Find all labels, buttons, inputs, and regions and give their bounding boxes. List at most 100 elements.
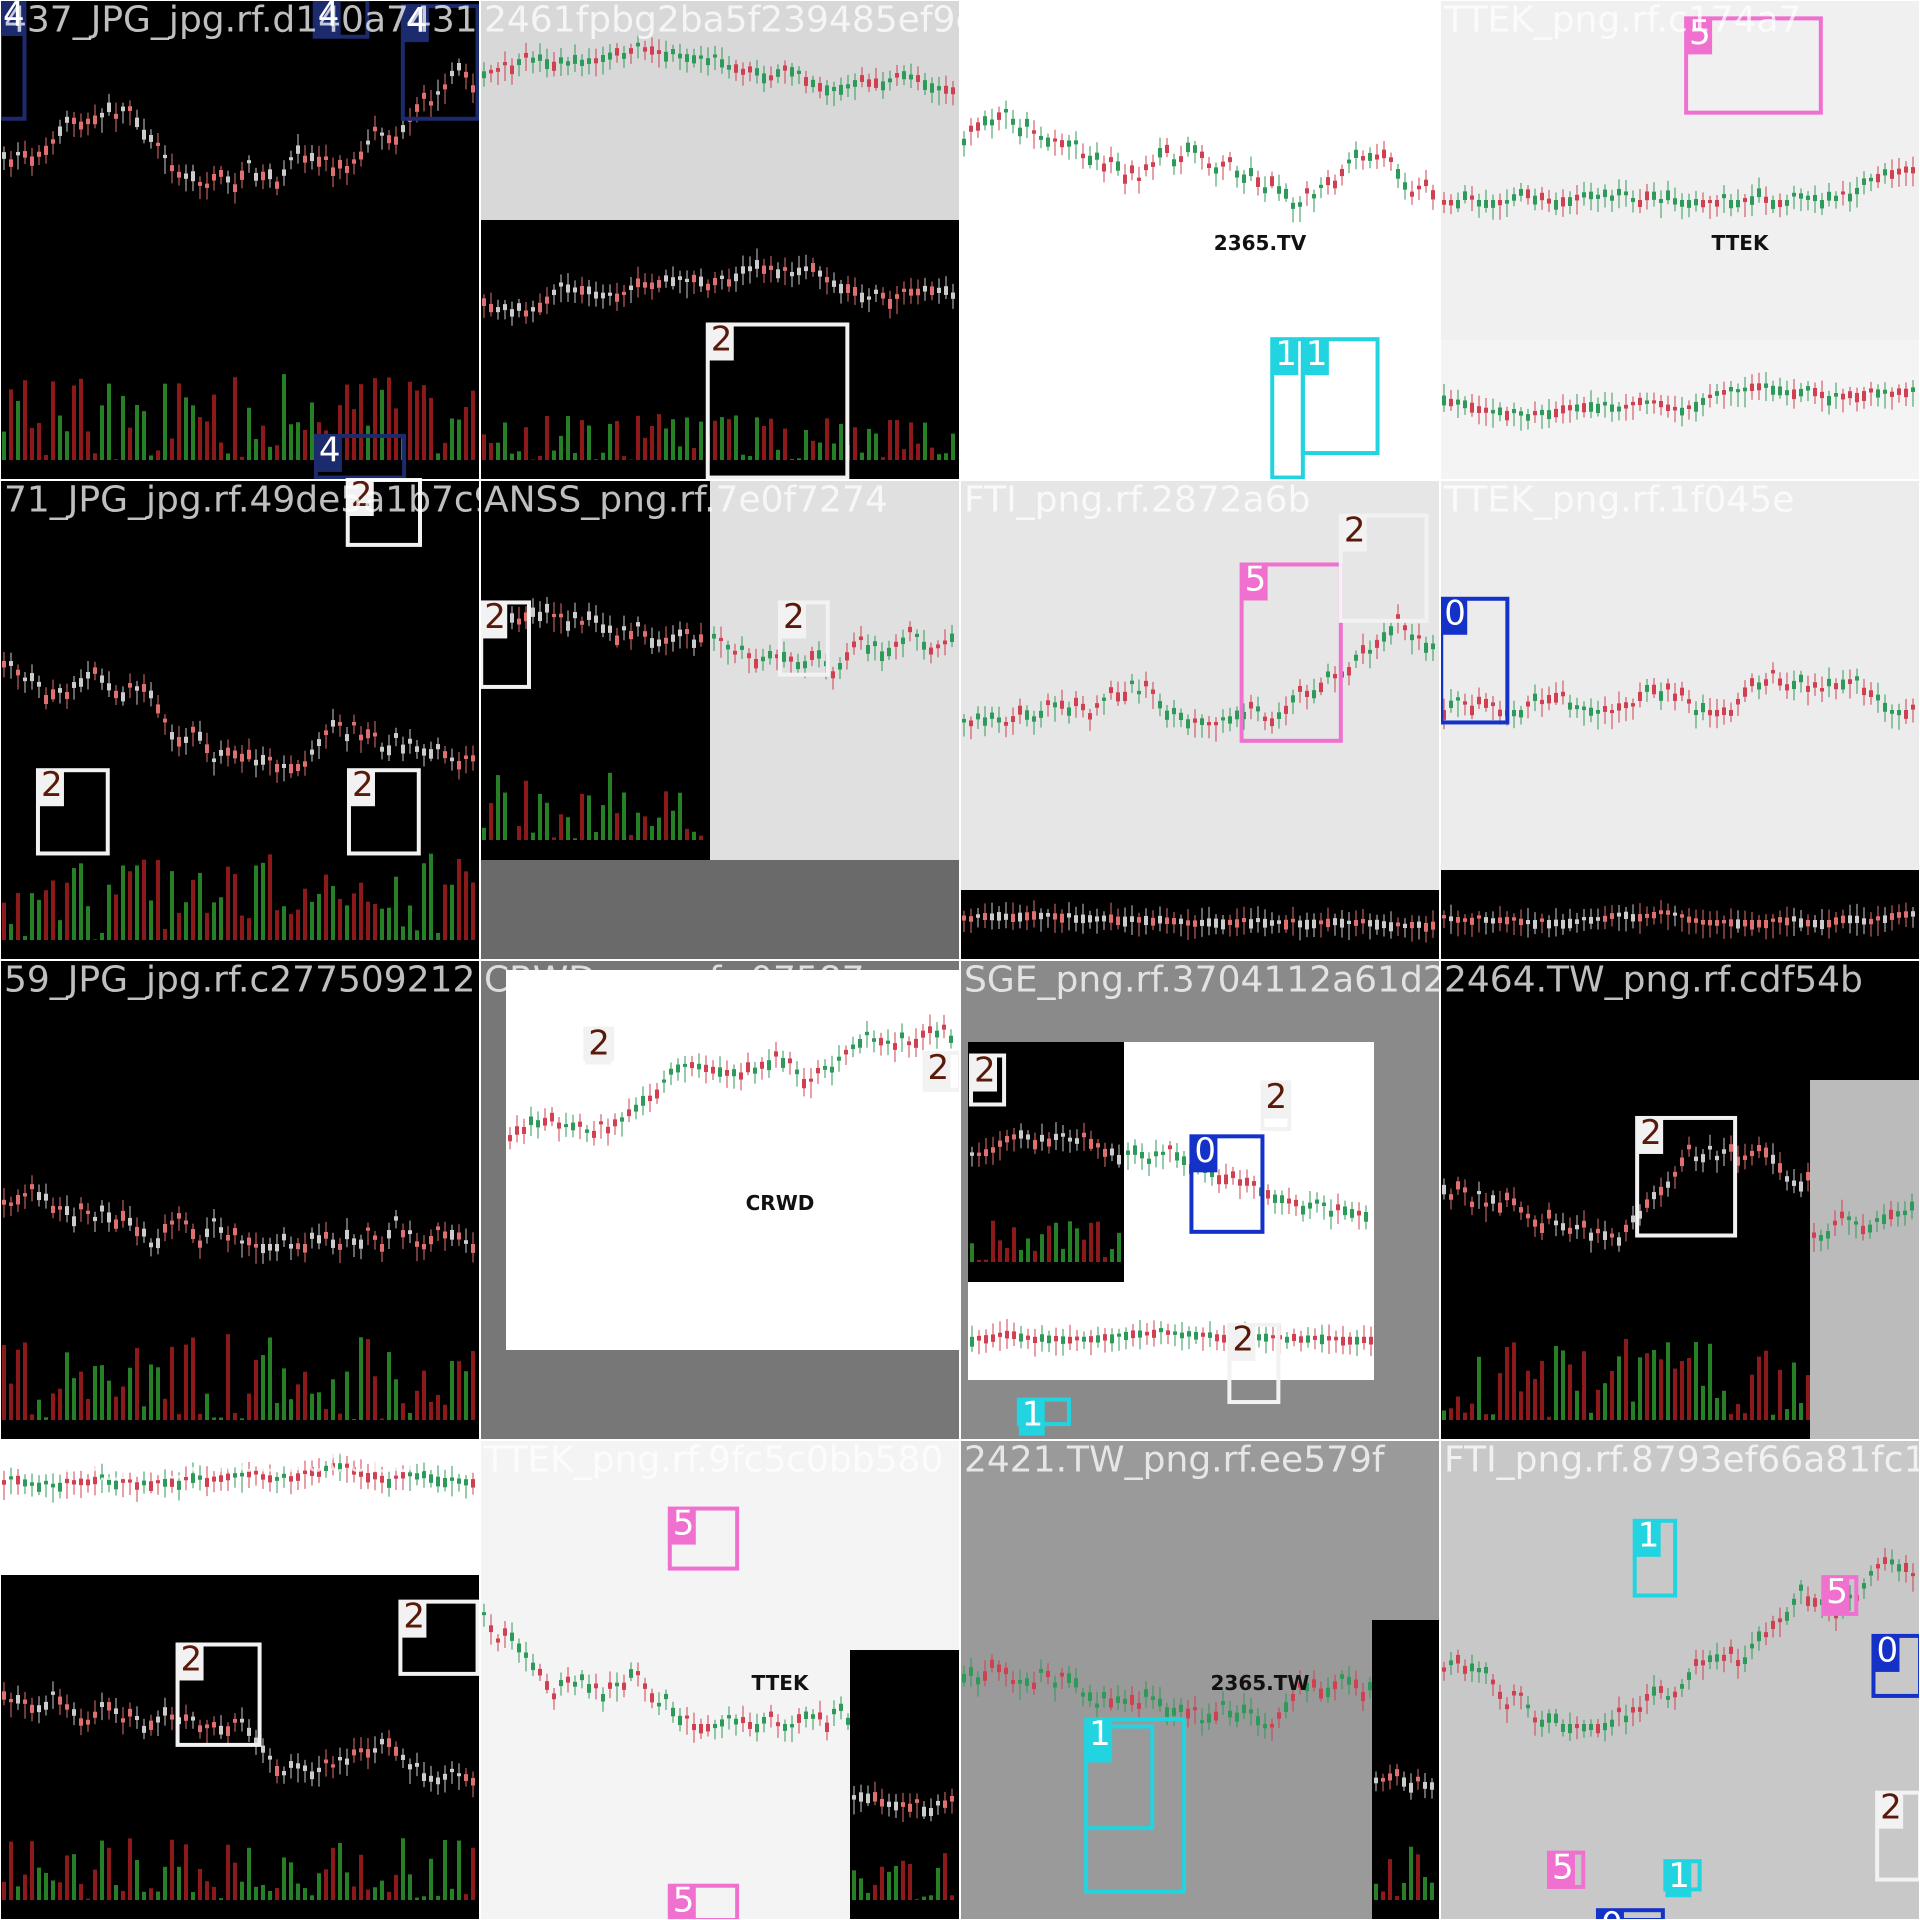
volume-bar	[936, 1867, 940, 1900]
candle-body	[387, 1478, 391, 1488]
volume-bar	[1402, 1882, 1406, 1900]
candle-body	[1361, 1691, 1365, 1702]
candle-body	[1540, 699, 1544, 705]
candle-body	[275, 1244, 279, 1252]
candle-body	[1145, 1331, 1149, 1336]
tile-content	[480, 0, 960, 480]
candle-body	[1180, 1332, 1184, 1339]
candle-body	[962, 915, 966, 921]
volume-bar	[984, 1259, 988, 1262]
candle-body	[1883, 169, 1887, 176]
candle-body	[1889, 1209, 1893, 1220]
candle-body	[727, 1715, 731, 1719]
candle-body	[1442, 710, 1446, 720]
box-label-bg	[971, 1055, 998, 1092]
candle-body	[338, 1756, 342, 1761]
candle-body	[599, 1121, 603, 1125]
candle-body	[198, 181, 202, 186]
candle-body	[685, 1715, 689, 1719]
candle-body	[991, 1334, 995, 1342]
candle-body	[573, 287, 577, 293]
box-label-bg	[1086, 1719, 1113, 1756]
candle-body	[1694, 1156, 1698, 1162]
candle-body	[482, 298, 486, 306]
candle-body	[503, 1628, 507, 1636]
candle-body	[916, 75, 920, 82]
volume-bar	[866, 1892, 870, 1900]
volume-bar	[1442, 1410, 1446, 1420]
volume-bar	[1610, 1370, 1614, 1420]
volume-bar	[1631, 1401, 1635, 1420]
volume-bar	[580, 793, 584, 840]
bounding-box	[1084, 1717, 1187, 1894]
candle-body	[1840, 1211, 1844, 1219]
candle-body	[545, 59, 549, 70]
candle-body	[401, 744, 405, 754]
volume-bar	[566, 416, 570, 460]
volume-bar	[422, 385, 426, 460]
candle-body	[1883, 702, 1887, 712]
candle-body	[1389, 157, 1393, 162]
volume-bar	[268, 446, 272, 460]
candle-body	[580, 1674, 584, 1681]
candle-body	[1890, 391, 1894, 397]
candle-body	[65, 1206, 69, 1216]
candle-body	[1151, 917, 1155, 926]
volume-bar	[457, 1361, 461, 1420]
volume-bar	[373, 1376, 377, 1420]
candle-body	[1334, 1336, 1338, 1341]
tile-content	[960, 480, 1440, 960]
volume-bar	[345, 384, 349, 460]
candle-body	[1834, 393, 1838, 397]
candle-body	[422, 1773, 426, 1781]
volume-bar	[317, 893, 321, 940]
tile-content: CRWD	[480, 960, 960, 1440]
candle-body	[1617, 406, 1621, 412]
candle-body	[303, 761, 307, 767]
candle-body	[796, 662, 800, 670]
candle-body	[1463, 191, 1467, 200]
candle-body	[839, 1703, 843, 1711]
candle-body	[1652, 400, 1656, 404]
candle-body	[908, 626, 912, 633]
volume-bar	[1694, 1342, 1698, 1420]
candle-body	[1911, 167, 1915, 174]
candle-body	[1396, 614, 1400, 622]
volume-bar	[1547, 1416, 1551, 1420]
bounding-box	[346, 768, 421, 856]
candle-body	[1890, 913, 1894, 920]
candle-body	[1491, 200, 1495, 208]
chart-title: TTEK	[752, 1671, 810, 1695]
volume-bar	[415, 390, 419, 460]
candle-body	[790, 67, 794, 77]
candle-body	[1498, 1691, 1502, 1699]
tile-background	[960, 1440, 1440, 1920]
candle-body	[1911, 387, 1915, 392]
bounding-box	[479, 600, 531, 689]
tile-content	[0, 480, 480, 960]
candle-body	[1291, 1694, 1295, 1701]
candle-body	[1575, 194, 1579, 201]
candle-body	[1151, 1696, 1155, 1701]
volume-bar	[503, 792, 507, 840]
candle-body	[1694, 710, 1698, 716]
candle-body	[797, 70, 801, 74]
candle-body	[643, 282, 647, 288]
candle-body	[1582, 706, 1586, 711]
volume-bar	[1659, 1359, 1663, 1420]
candle-body	[510, 1632, 514, 1641]
candle-body	[1277, 712, 1281, 719]
candle-body	[1757, 682, 1761, 690]
candle-body	[1834, 917, 1838, 925]
volume-bar	[345, 905, 349, 940]
candle-body	[163, 1478, 167, 1487]
candle-body	[422, 748, 426, 756]
candle-body	[627, 1109, 631, 1117]
candle-body	[1540, 192, 1544, 201]
candle-body	[880, 1798, 884, 1807]
candle-body	[1033, 1139, 1037, 1150]
candle-body	[1498, 407, 1502, 416]
candle-body	[489, 1625, 493, 1633]
volume-bar	[1096, 1221, 1100, 1262]
